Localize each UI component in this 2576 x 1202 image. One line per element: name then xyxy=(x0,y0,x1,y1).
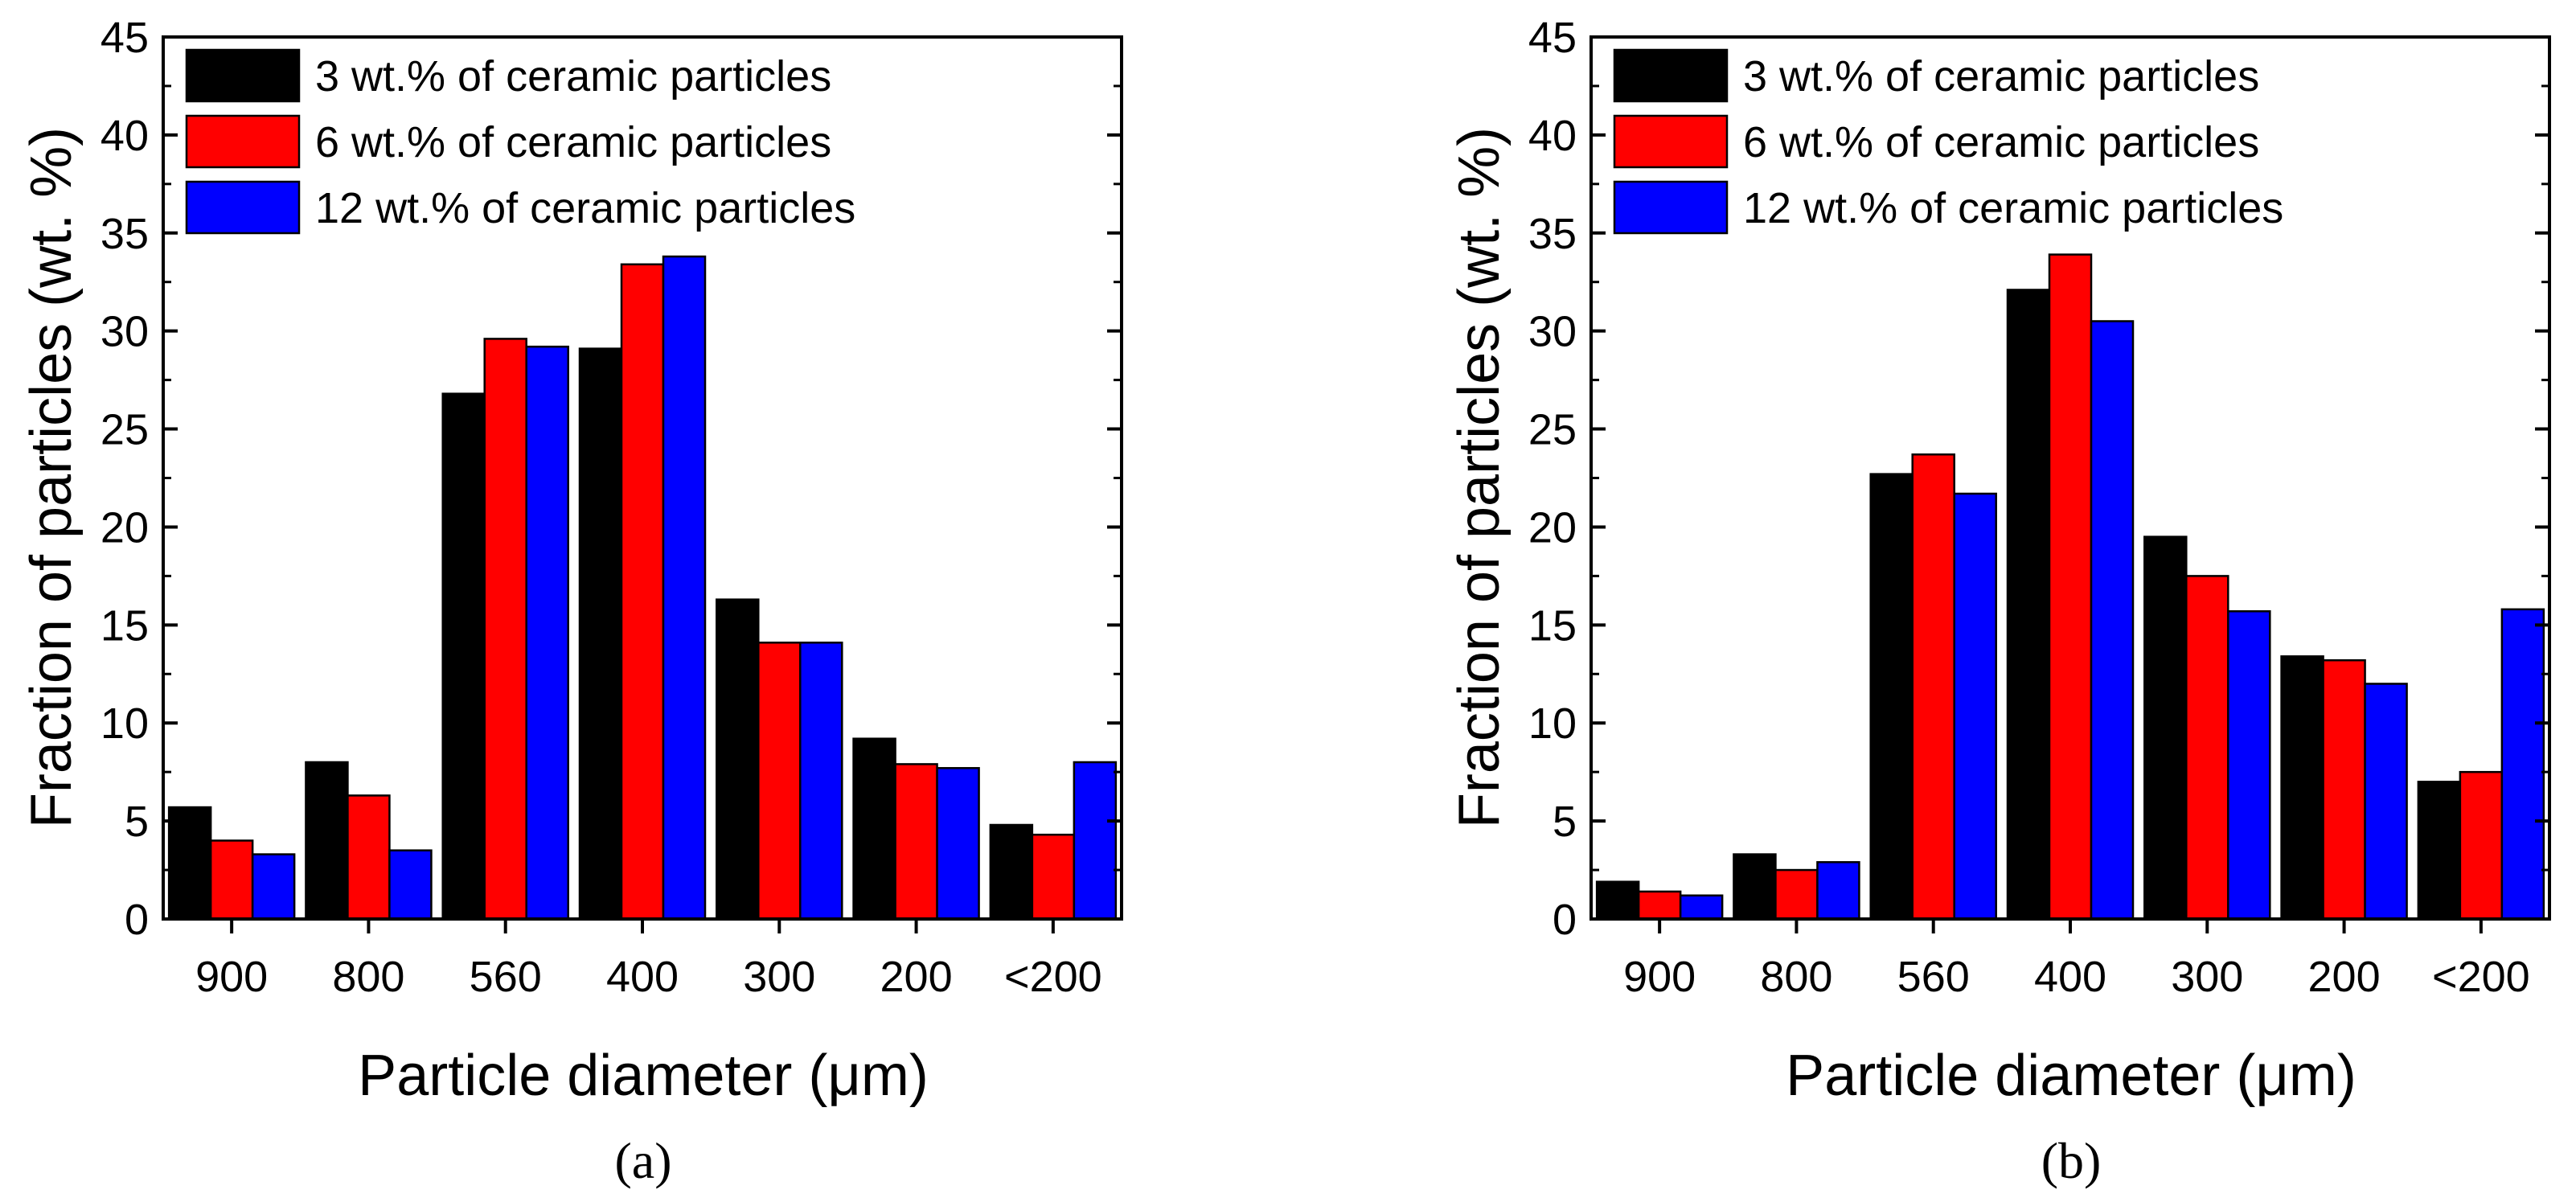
x-tick-label: 200 xyxy=(880,953,953,1001)
bar-12wt-1 xyxy=(1816,861,1860,921)
bar-12wt-0 xyxy=(251,853,296,921)
legend-label-6wt: 6 wt.% of ceramic particles xyxy=(1743,118,2259,166)
legend-label-12wt: 12 wt.% of ceramic particles xyxy=(315,184,855,232)
legend-label-3wt: 3 wt.% of ceramic particles xyxy=(315,52,831,101)
bar-6wt-3 xyxy=(2048,253,2093,921)
bar-6wt-3 xyxy=(620,263,665,921)
bar-12wt-2 xyxy=(525,345,569,921)
bar-3wt-1 xyxy=(1733,853,1777,921)
y-tick-label: 10 xyxy=(100,699,149,748)
y-tick-label: 40 xyxy=(1528,112,1577,160)
x-tick-label: <200 xyxy=(2432,953,2530,1001)
bar-3wt-1 xyxy=(305,761,349,921)
panel-label: (a) xyxy=(614,1132,671,1189)
y-tick-label: 20 xyxy=(100,503,149,552)
bar-6wt-6 xyxy=(1031,833,1076,921)
bar-3wt-0 xyxy=(167,806,212,921)
legend-label-6wt: 6 wt.% of ceramic particles xyxy=(315,118,831,166)
x-tick-label: 560 xyxy=(470,953,542,1001)
bar-12wt-5 xyxy=(936,767,980,921)
bar-6wt-0 xyxy=(209,839,254,921)
bar-3wt-2 xyxy=(1869,473,1914,921)
x-tick-label: 800 xyxy=(332,953,404,1001)
bar-6wt-5 xyxy=(894,763,938,921)
bar-6wt-4 xyxy=(757,642,802,921)
y-tick-label: 40 xyxy=(100,112,149,160)
bar-3wt-6 xyxy=(2417,781,2462,921)
x-axis-title: Particle diameter (μm) xyxy=(358,1044,929,1108)
x-tick-label: 560 xyxy=(1897,953,1970,1001)
y-tick-label: 15 xyxy=(100,601,149,650)
bar-12wt-0 xyxy=(1679,894,1724,921)
bar-6wt-2 xyxy=(483,338,527,921)
y-tick-label: 45 xyxy=(1528,14,1577,62)
panel-label: (b) xyxy=(2041,1132,2102,1189)
bar-12wt-3 xyxy=(662,255,707,921)
x-tick-label: 400 xyxy=(2034,953,2106,1001)
y-tick-label: 30 xyxy=(1528,308,1577,356)
legend-swatch-6wt xyxy=(1613,114,1729,169)
y-tick-label: 25 xyxy=(100,406,149,454)
bar-3wt-3 xyxy=(578,347,623,921)
bar-6wt-6 xyxy=(2459,770,2504,921)
chart-panel-b: 0 5 10 15 20 25 30 35 40 45 900 800 560 400 300 200 <200… xyxy=(1447,14,2551,1189)
y-tick-label: 10 xyxy=(1528,699,1577,748)
y-axis-title: Fraction of particles (wt. %) xyxy=(1447,127,1512,828)
x-tick-label: 900 xyxy=(1623,953,1696,1001)
bar-6wt-5 xyxy=(2322,658,2366,921)
bar-6wt-4 xyxy=(2185,575,2229,921)
legend-swatch-3wt xyxy=(185,48,301,103)
bar-3wt-3 xyxy=(2006,289,2051,921)
legend-swatch-12wt xyxy=(1613,180,1729,235)
bar-12wt-4 xyxy=(2227,610,2271,921)
bar-3wt-0 xyxy=(1595,880,1640,921)
y-tick-label: 5 xyxy=(1553,798,1577,846)
bar-12wt-2 xyxy=(1953,492,1997,921)
bar-12wt-1 xyxy=(388,849,433,921)
legend-label-12wt: 12 wt.% of ceramic particles xyxy=(1743,184,2283,232)
x-tick-label: 800 xyxy=(1760,953,1832,1001)
x-tick-label: <200 xyxy=(1004,953,1102,1001)
bar-6wt-2 xyxy=(1911,453,1955,921)
x-tick-label: 300 xyxy=(743,953,815,1001)
bar-3wt-6 xyxy=(989,823,1034,921)
legend-swatch-12wt xyxy=(185,180,301,235)
y-tick-label: 20 xyxy=(1528,503,1577,552)
x-tick-label: 300 xyxy=(2171,953,2243,1001)
bar-6wt-1 xyxy=(1774,868,1819,921)
y-tick-label: 0 xyxy=(1553,896,1577,944)
y-tick-label: 30 xyxy=(100,308,149,356)
bar-12wt-3 xyxy=(2090,320,2135,921)
bar-6wt-1 xyxy=(347,794,391,921)
y-axis-title: Fraction of particles (wt. %) xyxy=(19,127,84,828)
x-tick-label: 200 xyxy=(2308,953,2381,1001)
bar-3wt-5 xyxy=(852,737,896,921)
y-tick-label: 0 xyxy=(125,896,149,944)
bar-3wt-5 xyxy=(2280,655,2324,921)
y-tick-label: 35 xyxy=(1528,210,1577,258)
y-tick-label: 35 xyxy=(100,210,149,258)
x-tick-label: 400 xyxy=(606,953,679,1001)
legend-swatch-6wt xyxy=(185,114,301,169)
bar-12wt-4 xyxy=(799,642,843,921)
x-axis-title: Particle diameter (μm) xyxy=(1786,1044,2357,1108)
bar-12wt-6 xyxy=(1073,761,1118,921)
bar-12wt-6 xyxy=(2500,608,2545,921)
y-tick-label: 25 xyxy=(1528,406,1577,454)
bar-3wt-2 xyxy=(441,392,486,921)
y-tick-label: 5 xyxy=(125,798,149,846)
chart-panel-a: 0 5 10 15 20 25 30 35 40 45 900 800 560 400 300 200 <200… xyxy=(19,14,1123,1189)
legend-swatch-3wt xyxy=(1613,48,1729,103)
legend-label-3wt: 3 wt.% of ceramic particles xyxy=(1743,52,2259,101)
bar-6wt-0 xyxy=(1637,890,1682,921)
y-tick-label: 15 xyxy=(1528,601,1577,650)
bar-3wt-4 xyxy=(2143,535,2188,921)
bar-3wt-4 xyxy=(716,598,760,921)
x-tick-label: 900 xyxy=(195,953,268,1001)
bar-12wt-5 xyxy=(2364,683,2408,921)
y-tick-label: 45 xyxy=(100,14,149,62)
